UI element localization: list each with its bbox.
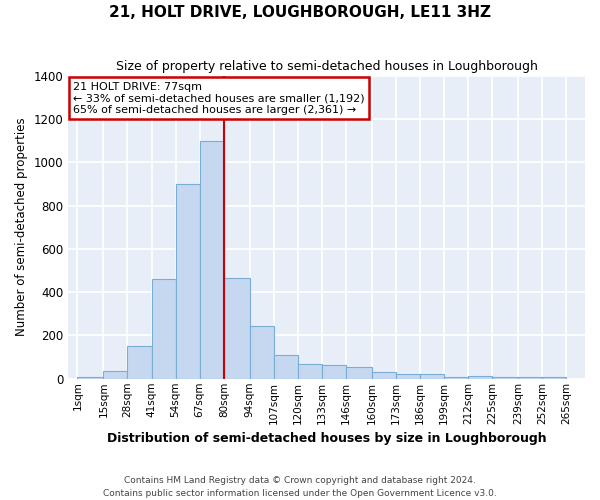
Bar [200, 140, 224, 379]
X-axis label: Distribution of semi-detached houses by size in Loughborough: Distribution of semi-detached houses by … [107, 432, 547, 445]
Text: 21, HOLT DRIVE, LOUGHBOROUGH, LE11 3HZ: 21, HOLT DRIVE, LOUGHBOROUGH, LE11 3HZ [109, 5, 491, 20]
Bar [274, 355, 298, 379]
Y-axis label: Number of semi-detached properties: Number of semi-detached properties [15, 118, 28, 336]
Bar [542, 376, 566, 379]
Text: Contains HM Land Registry data © Crown copyright and database right 2024.
Contai: Contains HM Land Registry data © Crown c… [103, 476, 497, 498]
Text: 21 HOLT DRIVE: 77sqm
← 33% of semi-detached houses are smaller (1,192)
65% of se: 21 HOLT DRIVE: 77sqm ← 33% of semi-detac… [73, 82, 365, 115]
Bar [152, 279, 176, 379]
Bar [493, 376, 518, 379]
Bar [372, 372, 396, 379]
Bar [396, 374, 420, 379]
Bar [298, 364, 322, 379]
Bar [322, 364, 346, 379]
Title: Size of property relative to semi-detached houses in Loughborough: Size of property relative to semi-detach… [116, 60, 538, 73]
Bar [346, 367, 372, 379]
Bar [103, 371, 127, 379]
Bar [127, 346, 152, 379]
Bar [224, 278, 250, 379]
Bar [468, 376, 493, 379]
Bar [420, 374, 444, 379]
Bar [176, 184, 200, 379]
Bar [444, 376, 468, 379]
Bar [518, 376, 542, 379]
Bar [250, 326, 274, 379]
Bar [77, 376, 103, 379]
